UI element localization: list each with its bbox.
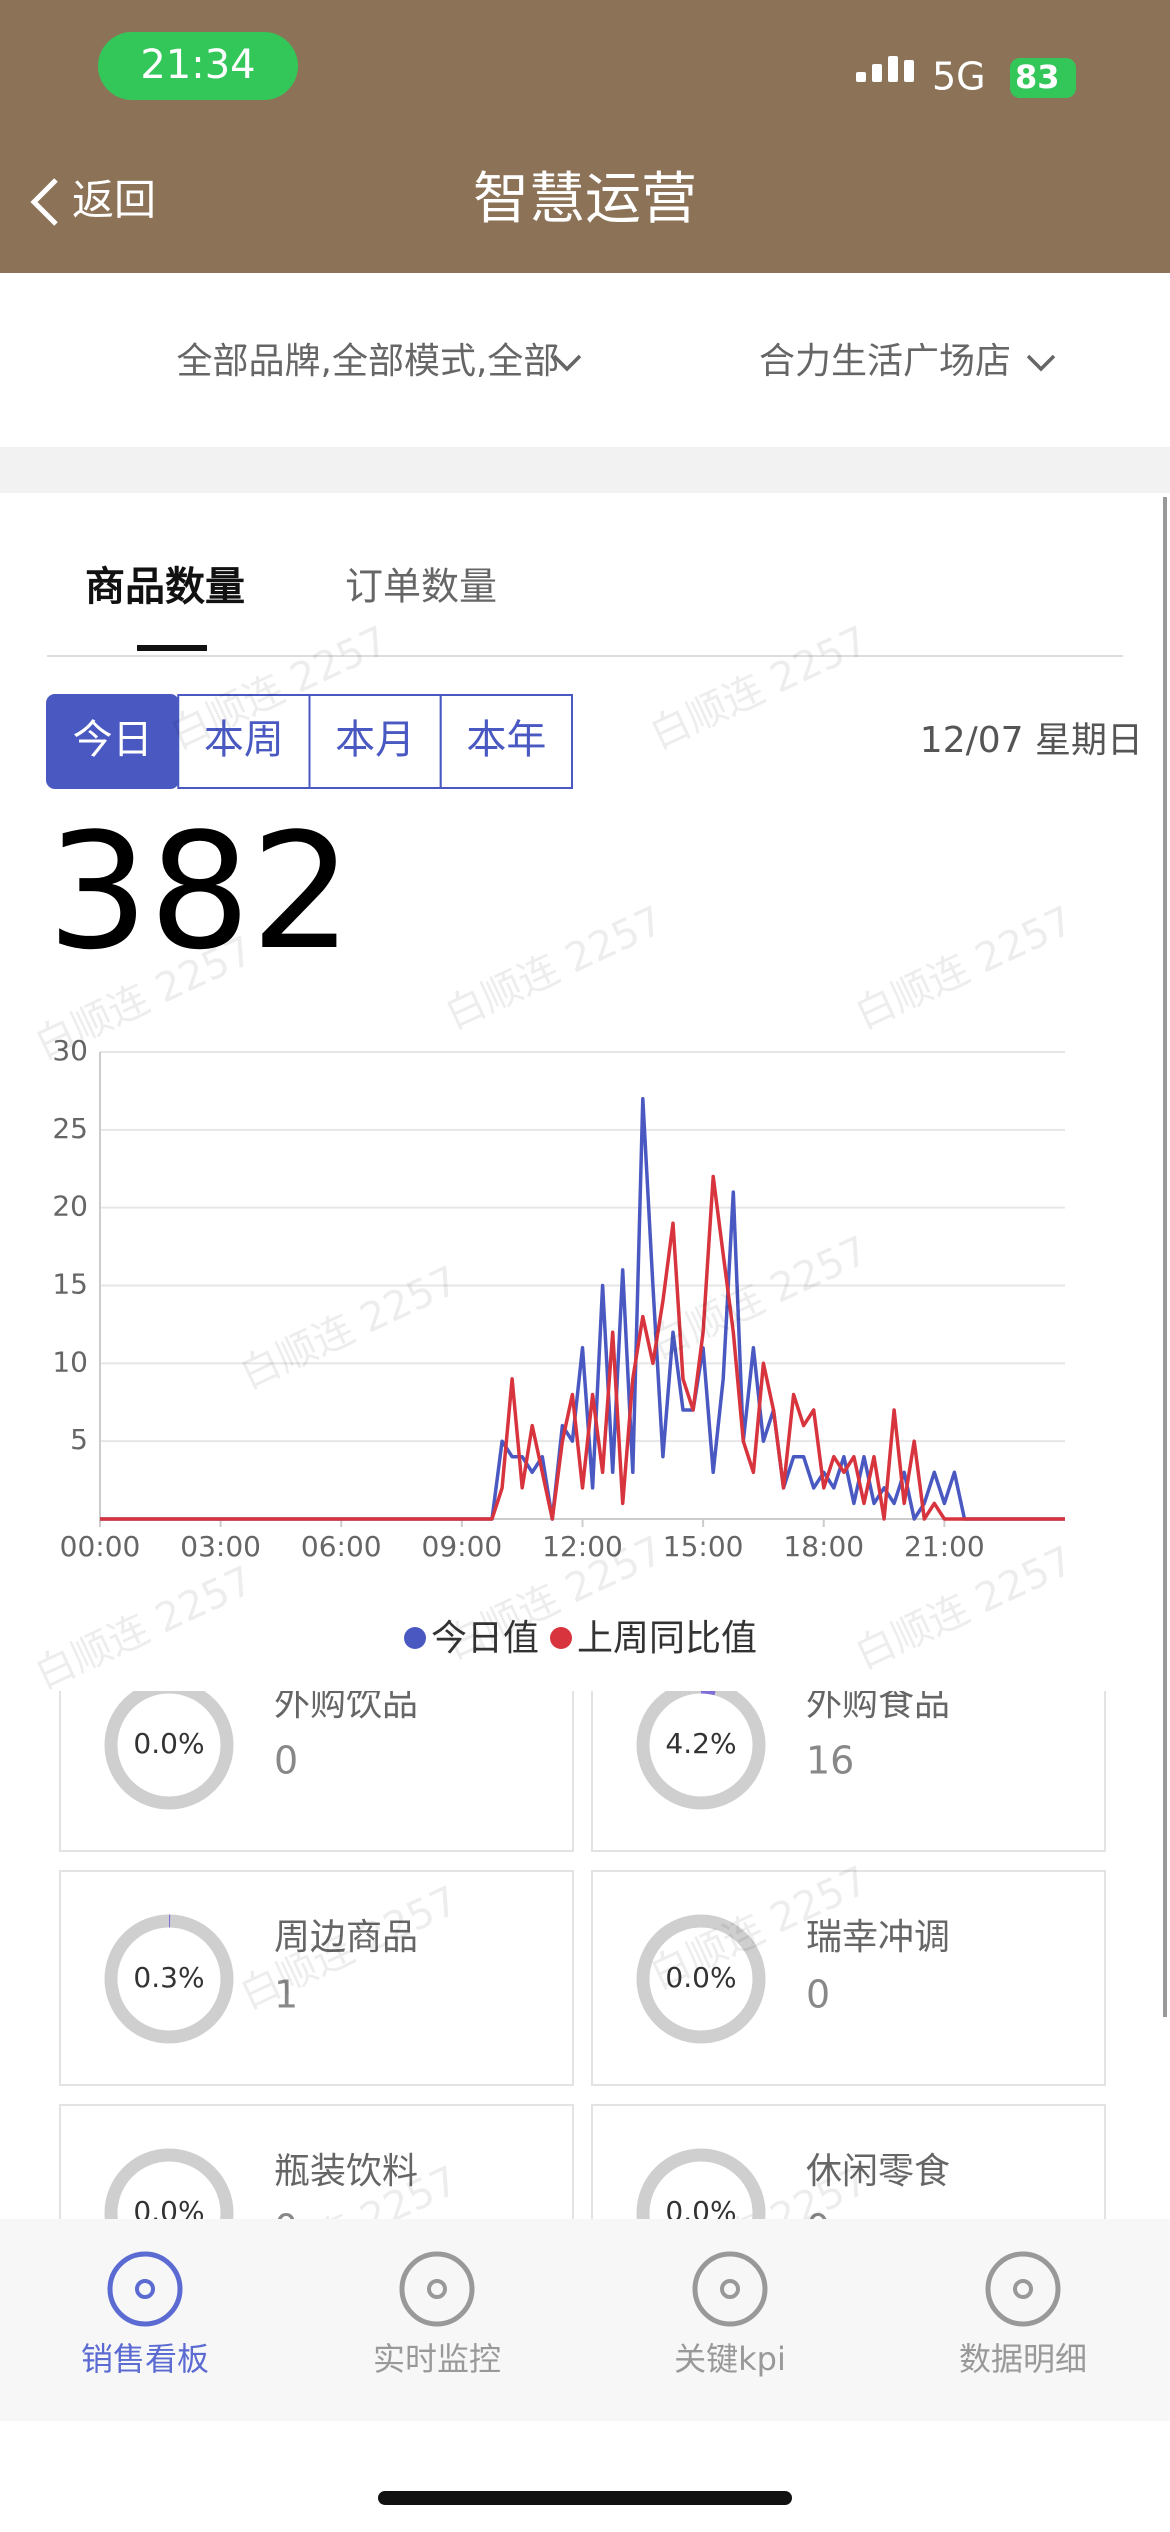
category-name: 瓶装饮料 [274,2151,418,2192]
ring-track [636,2148,766,2219]
store-filter[interactable]: 合力生活广场店 [759,341,1011,382]
category-count: 0 [806,2207,830,2251]
nav-icon[interactable] [399,2251,475,2327]
time-pill [98,32,298,100]
tab-underline [137,645,207,651]
nav-icon[interactable] [107,2251,183,2327]
watermark: 白顺连 2257 [28,1558,260,1699]
x-tick-label: 15:00 [663,1530,744,1563]
page-title: 智慧运营 [473,167,697,232]
category-count: 0 [274,1739,298,1783]
ring-percent: 0.0% [665,2195,736,2228]
ring-track [636,1914,766,2044]
date: 12/07 星期日 [920,720,1143,761]
nav-label[interactable]: 关键kpi [674,2340,786,2378]
y-tick-label: 30 [52,1034,88,1067]
nav-icon[interactable] [985,2251,1061,2327]
watermark: 白顺连 2257 [438,898,670,1039]
category-count: 1 [274,1973,298,2017]
signal-icon [856,56,914,82]
nav-icon[interactable] [692,2251,768,2327]
dropdown-arrow[interactable] [552,354,582,372]
y-tick-label: 25 [52,1112,88,1145]
total-count: 382 [47,798,352,985]
x-tick-label: 00:00 [60,1530,141,1563]
category-name: 周边商品 [274,1917,418,1958]
category-card[interactable] [59,1870,574,2086]
status-network: 5G [932,55,986,99]
legend-label[interactable]: 上周同比值 [577,1618,757,1659]
divider-band [0,447,1170,493]
legend-marker [404,1627,426,1649]
category-card[interactable] [591,1870,1106,2086]
bottom-nav [0,2219,1170,2421]
category-card[interactable] [59,1637,574,1852]
x-tick-label: 03:00 [180,1530,261,1563]
brand-filter[interactable]: 全部品牌,全部模式,全部 [177,341,560,382]
y-tick-label: 20 [52,1190,88,1223]
series-line [100,1174,1065,1521]
category-name: 瑞幸冲调 [806,1917,950,1958]
category-name: 休闲零食 [806,2151,950,2192]
category-name: 外购饮品 [274,1683,418,1724]
x-tick-label: 09:00 [422,1530,503,1563]
category-count: 16 [806,1739,854,1783]
dropdown-arrow[interactable] [1026,354,1056,372]
category-card[interactable] [591,1637,1106,1852]
tab[interactable]: 订单数量 [345,565,497,609]
back-arrow[interactable] [30,178,58,226]
ring-track [104,1691,234,1810]
watermark: 白顺连 2257 [848,898,1080,1039]
ring-percent: 4.2% [665,1727,736,1760]
ring-percent: 0.0% [133,2195,204,2228]
period-button[interactable] [308,694,442,789]
legend-label[interactable]: 今日值 [431,1618,539,1659]
nav-label[interactable]: 实时监控 [373,2340,501,2378]
category-count: 0 [806,1973,830,2017]
battery-level: 83 [1015,58,1060,96]
period-label[interactable]: 今日 [73,717,153,763]
watermark: 白顺连 2257 [643,618,875,759]
legend-marker [550,1627,573,1649]
nav-icon-dot[interactable] [135,2279,155,2299]
period-button[interactable] [177,694,311,789]
category-name: 外购食品 [806,1683,950,1724]
status-time: 21:34 [140,42,255,88]
home-indicator [378,2491,792,2505]
y-tick-label: 5 [70,1423,88,1456]
x-tick-label: 21:00 [904,1530,985,1563]
ring-percent: 0.0% [133,1727,204,1760]
period-label[interactable]: 本周 [204,717,284,763]
nav-label[interactable]: 销售看板 [81,2340,209,2378]
nav-icon-dot[interactable] [1013,2279,1033,2299]
ring-percent: 0.0% [665,1961,736,1994]
x-tick-label: 18:00 [783,1530,864,1563]
x-tick-label: 06:00 [301,1530,382,1563]
nav-icon-dot[interactable] [720,2279,740,2299]
period-label[interactable]: 本月 [335,717,415,763]
ring-arc [700,1691,716,1696]
x-tick-label: 12:00 [542,1530,623,1563]
y-tick-label: 15 [52,1268,88,1301]
category-count: 0 [274,2207,298,2251]
ring-percent: 0.3% [133,1961,204,1994]
ring-track [104,2148,234,2219]
back-button[interactable]: 返回 [72,176,156,225]
nav-icon-dot[interactable] [427,2279,447,2299]
scrollbar [1163,497,1167,2017]
period-label[interactable]: 本年 [466,717,546,763]
period-button[interactable] [439,694,573,789]
battery [1010,58,1076,98]
series-line [100,1096,1065,1521]
watermark: 白顺连 2257 [233,1258,465,1399]
tab-active[interactable]: 商品数量 [85,564,245,610]
ring-track [636,1691,766,1810]
nav-label[interactable]: 数据明细 [959,2340,1087,2378]
y-tick-label: 10 [52,1345,88,1378]
